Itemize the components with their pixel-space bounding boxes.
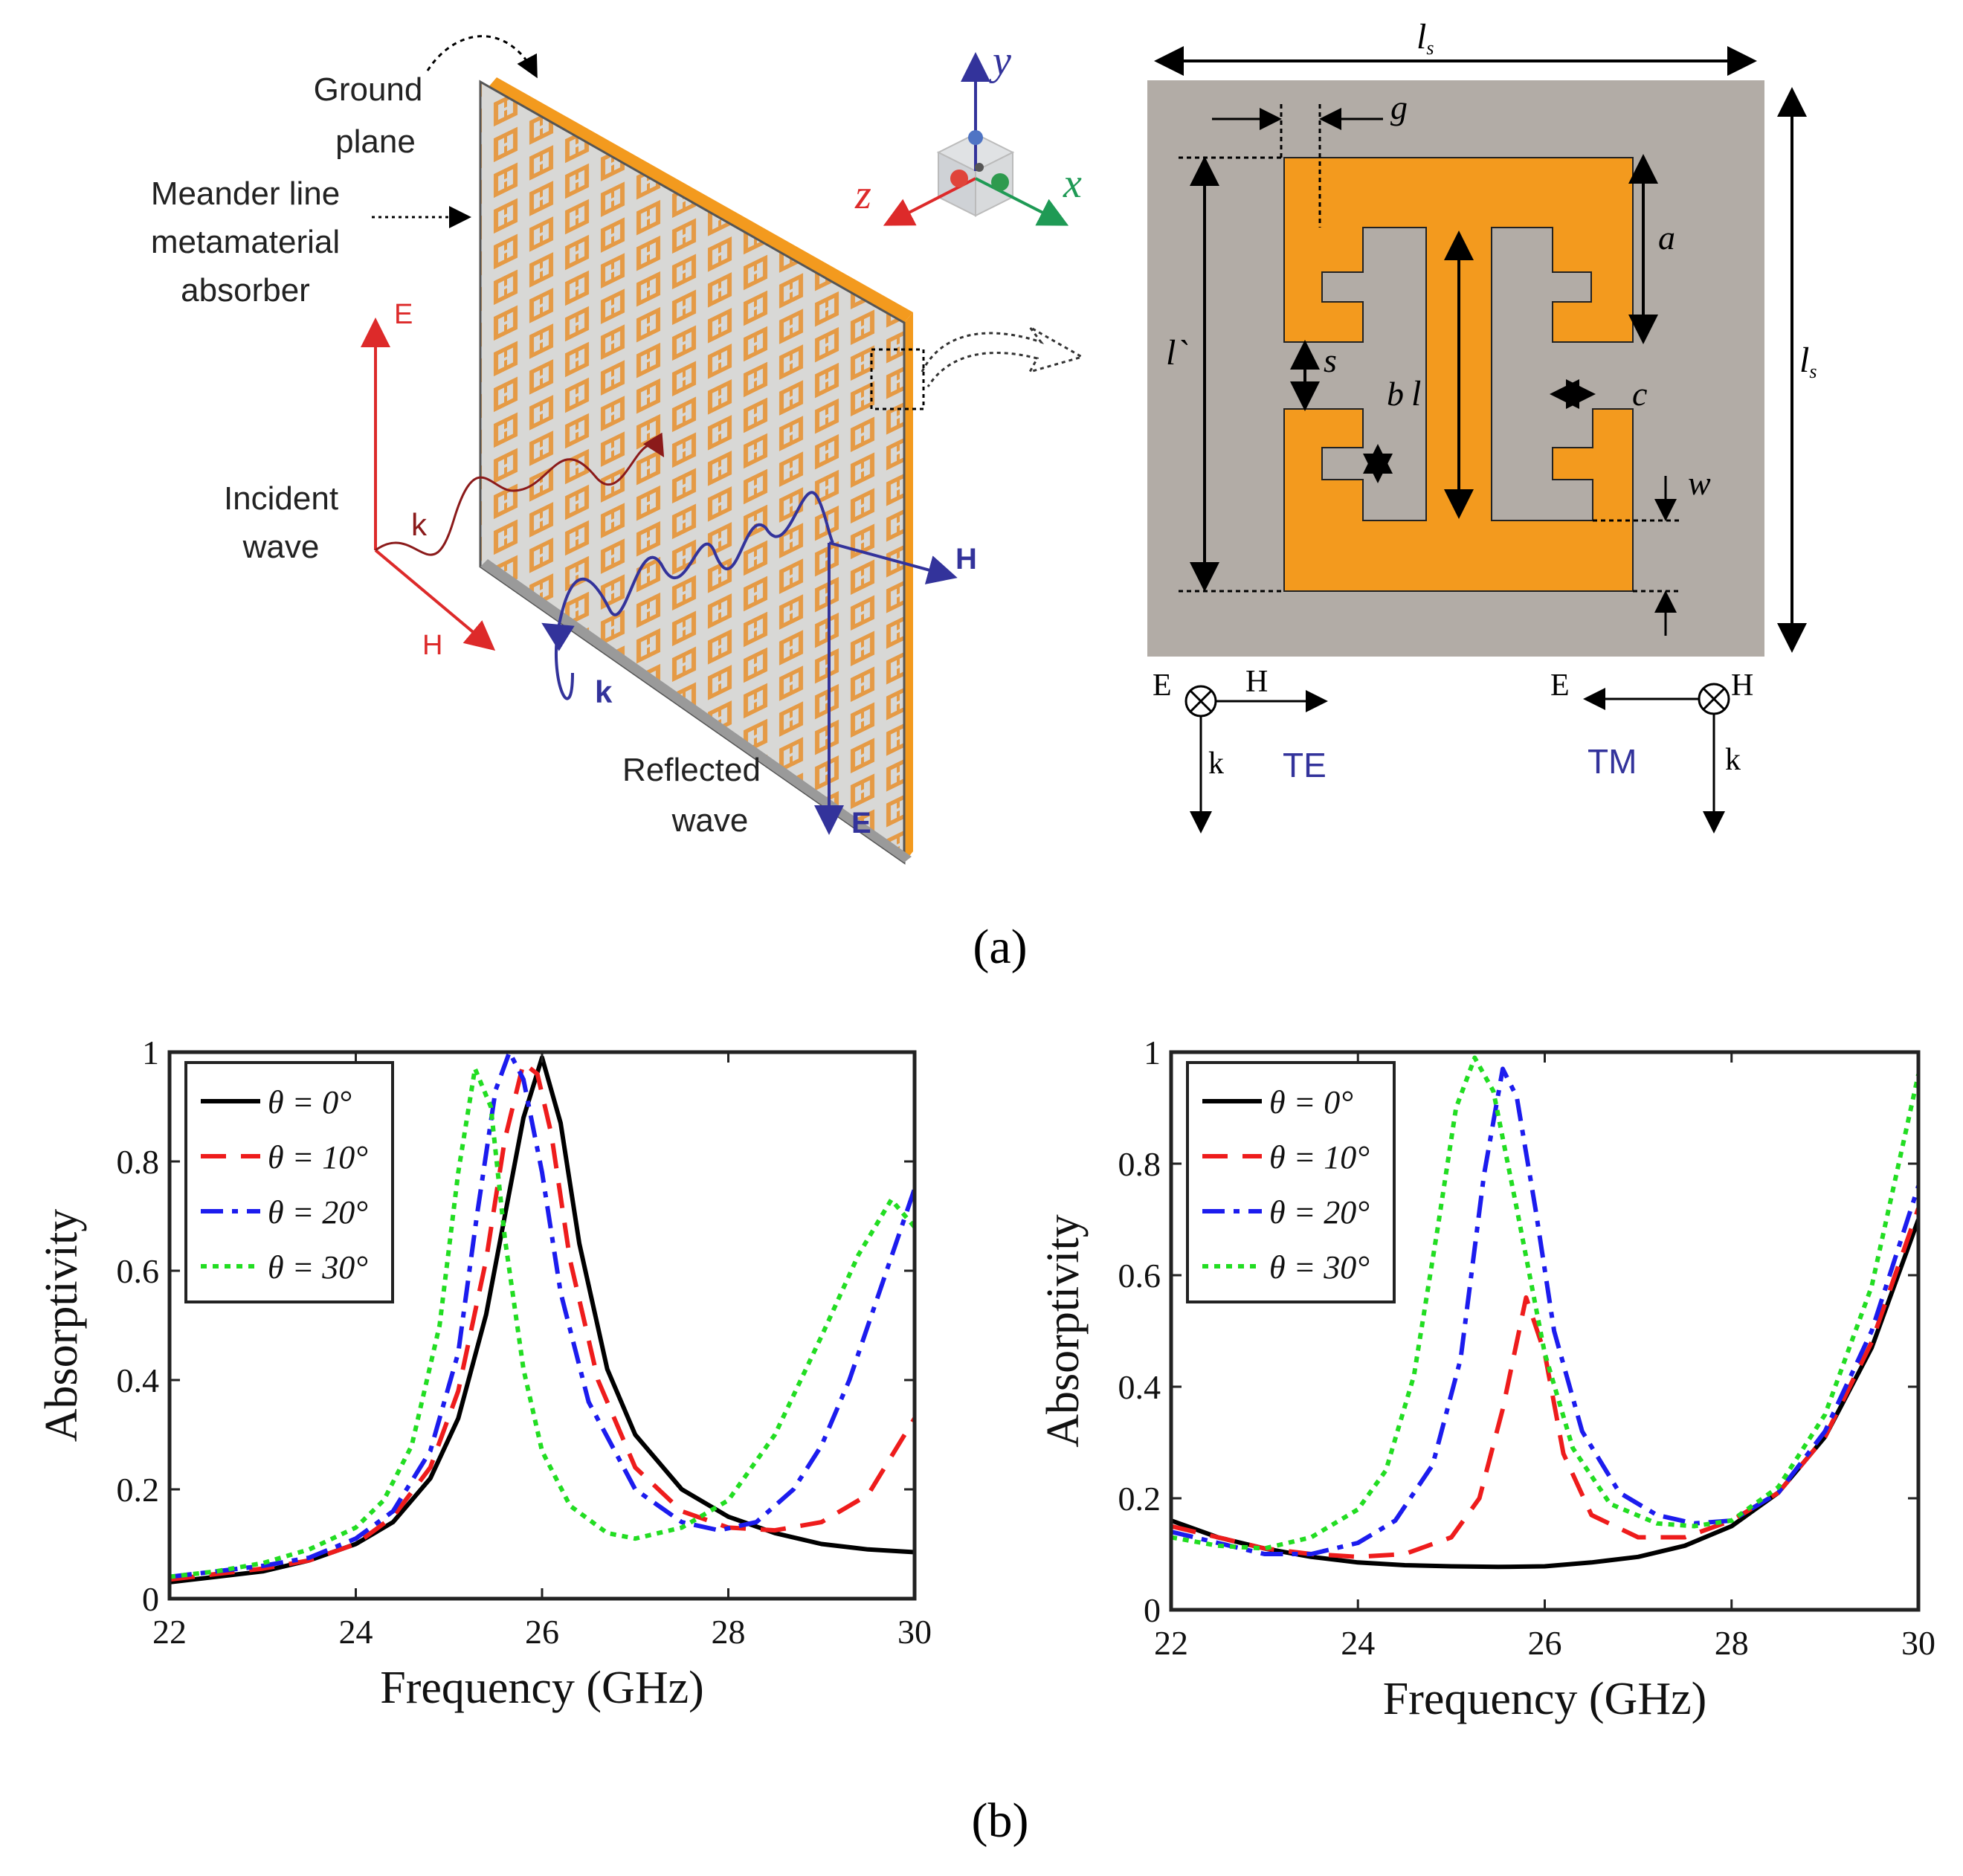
l-prime-label: l` (1166, 333, 1187, 373)
incident-H-arrow (374, 549, 496, 651)
te-H-label: H (1245, 665, 1268, 699)
reflected-k-arrow (541, 622, 575, 651)
series-line-3 (170, 1066, 915, 1579)
x-tick-label: 28 (1715, 1624, 1749, 1662)
tm-mode-label: TM (1588, 742, 1637, 781)
y-tick-label: 0.4 (1118, 1368, 1161, 1406)
legend-label-0: θ = 0° (268, 1084, 352, 1121)
y-tick-label: 0.8 (1118, 1145, 1161, 1183)
reflected-wave (554, 491, 834, 700)
absorber-3d-illustration: Ground plane Meander line metamaterial a… (151, 35, 1085, 865)
y-tick-label: 0.4 (117, 1361, 160, 1399)
legend-label-1: θ = 10° (268, 1139, 368, 1176)
y-tick-label: 0.2 (117, 1471, 160, 1509)
legend-label-2: θ = 20° (268, 1194, 368, 1231)
axis-x-label: x (1063, 161, 1082, 207)
y-tick-label: 1 (1144, 1034, 1161, 1071)
reflected-wave-label-1: Reflected (622, 752, 761, 788)
reflected-wave-label-2: wave (671, 802, 749, 839)
te-mode-label: TE (1283, 746, 1327, 784)
series-line-1 (170, 1060, 915, 1582)
coordinate-triad: y z x (854, 38, 1082, 226)
x-tick-label: 24 (339, 1613, 373, 1651)
y-tick-label: 0.6 (1118, 1257, 1161, 1295)
g-label: g (1390, 88, 1408, 126)
y-axis-label: Absorptivity (36, 1209, 87, 1442)
legend-label-3: θ = 30° (1269, 1249, 1370, 1286)
ground-plane (488, 77, 913, 323)
absorber-label-3: absorber (181, 272, 310, 309)
a-label: a (1658, 219, 1675, 257)
x-tick-label: 28 (712, 1613, 746, 1651)
tm-H-label: H (1731, 668, 1753, 703)
y-tick-label: 0 (1144, 1591, 1161, 1629)
ground-plane-pointer (426, 35, 538, 79)
y-tick-label: 0 (142, 1580, 159, 1618)
x-tick-label: 30 (1901, 1624, 1935, 1662)
ground-plane-label-1: Ground (314, 71, 423, 108)
x-axis-label: Frequency (GHz) (380, 1663, 704, 1713)
ground-plane-label-2: plane (335, 123, 416, 160)
x-tick-label: 30 (897, 1613, 932, 1651)
reflected-E-label: E (851, 807, 871, 839)
y-tick-label: 1 (142, 1034, 159, 1071)
series-line-2 (170, 1052, 915, 1579)
incident-E-label: E (394, 299, 413, 330)
legend-label-0: θ = 0° (1269, 1084, 1353, 1121)
legend-label-1: θ = 10° (1269, 1139, 1370, 1176)
axis-y-label: y (989, 38, 1011, 84)
reflected-H-arrow (828, 541, 958, 584)
x-tick-label: 24 (1341, 1624, 1375, 1662)
axis-z-label: z (854, 172, 871, 218)
s-label: s (1324, 341, 1337, 379)
x-tick-label: 22 (1154, 1624, 1188, 1662)
x-tick-label: 22 (152, 1613, 187, 1651)
reflected-H-label: H (955, 543, 977, 576)
x-tick-label: 26 (525, 1613, 559, 1651)
ls-right-label: ls (1799, 341, 1817, 382)
incident-wave-label-1: Incident (224, 480, 338, 517)
y-tick-label: 0.8 (117, 1143, 160, 1181)
w-label: w (1688, 464, 1711, 502)
te-k-label: k (1208, 747, 1224, 781)
caption-b: (b) (972, 1793, 1029, 1848)
series-line-3 (1171, 1055, 1918, 1551)
ls-top-label: ls (1416, 17, 1434, 59)
ground-plane-side (904, 312, 913, 863)
x-tick-label: 26 (1528, 1624, 1562, 1662)
legend-label-2: θ = 20° (1269, 1194, 1370, 1231)
b-label: b (1387, 375, 1404, 413)
incident-wave (375, 432, 665, 556)
incident-k-label: k (411, 507, 428, 542)
absorber-label-1: Meander line (151, 175, 340, 212)
tm-k-label: k (1725, 743, 1741, 777)
unit-cell-diagram: ls ls g a l` s b l c (1147, 17, 1817, 834)
y-tick-label: 0.6 (117, 1252, 160, 1290)
reflected-k-label: k (595, 674, 613, 709)
tm-polarization: E H k TM (1550, 668, 1753, 834)
te-polarization: E H k TE (1153, 665, 1328, 834)
absorptivity-chart-te: 22 24 26 28 30 0 0.2 0.4 0.6 0.8 1 Frequency (GHz) A… (36, 1034, 932, 1713)
caption-a: (a) (973, 920, 1027, 974)
incident-wave-label-2: wave (242, 529, 320, 565)
x-axis-label: Frequency (GHz) (1383, 1674, 1707, 1724)
zoom-box (870, 348, 925, 410)
incident-H-label: H (422, 630, 442, 661)
c-label: c (1632, 375, 1647, 413)
absorber-slab-bottom (480, 559, 912, 863)
tm-E-label: E (1550, 668, 1570, 703)
y-axis-label: Absorptivity (1038, 1214, 1089, 1447)
series-line-2 (1171, 1066, 1918, 1556)
l-label: l (1411, 374, 1421, 413)
series-line-1 (1171, 1208, 1918, 1559)
legend-label-3: θ = 30° (268, 1249, 368, 1286)
zoom-arrow (921, 326, 1085, 387)
y-tick-label: 0.2 (1118, 1480, 1161, 1518)
absorptivity-chart-tm: 22 24 26 28 30 0 0.2 0.4 0.6 0.8 1 Frequency (GHz) A… (1038, 1034, 1935, 1724)
te-E-label: E (1153, 668, 1172, 703)
absorber-label-2: metamaterial (151, 224, 340, 260)
